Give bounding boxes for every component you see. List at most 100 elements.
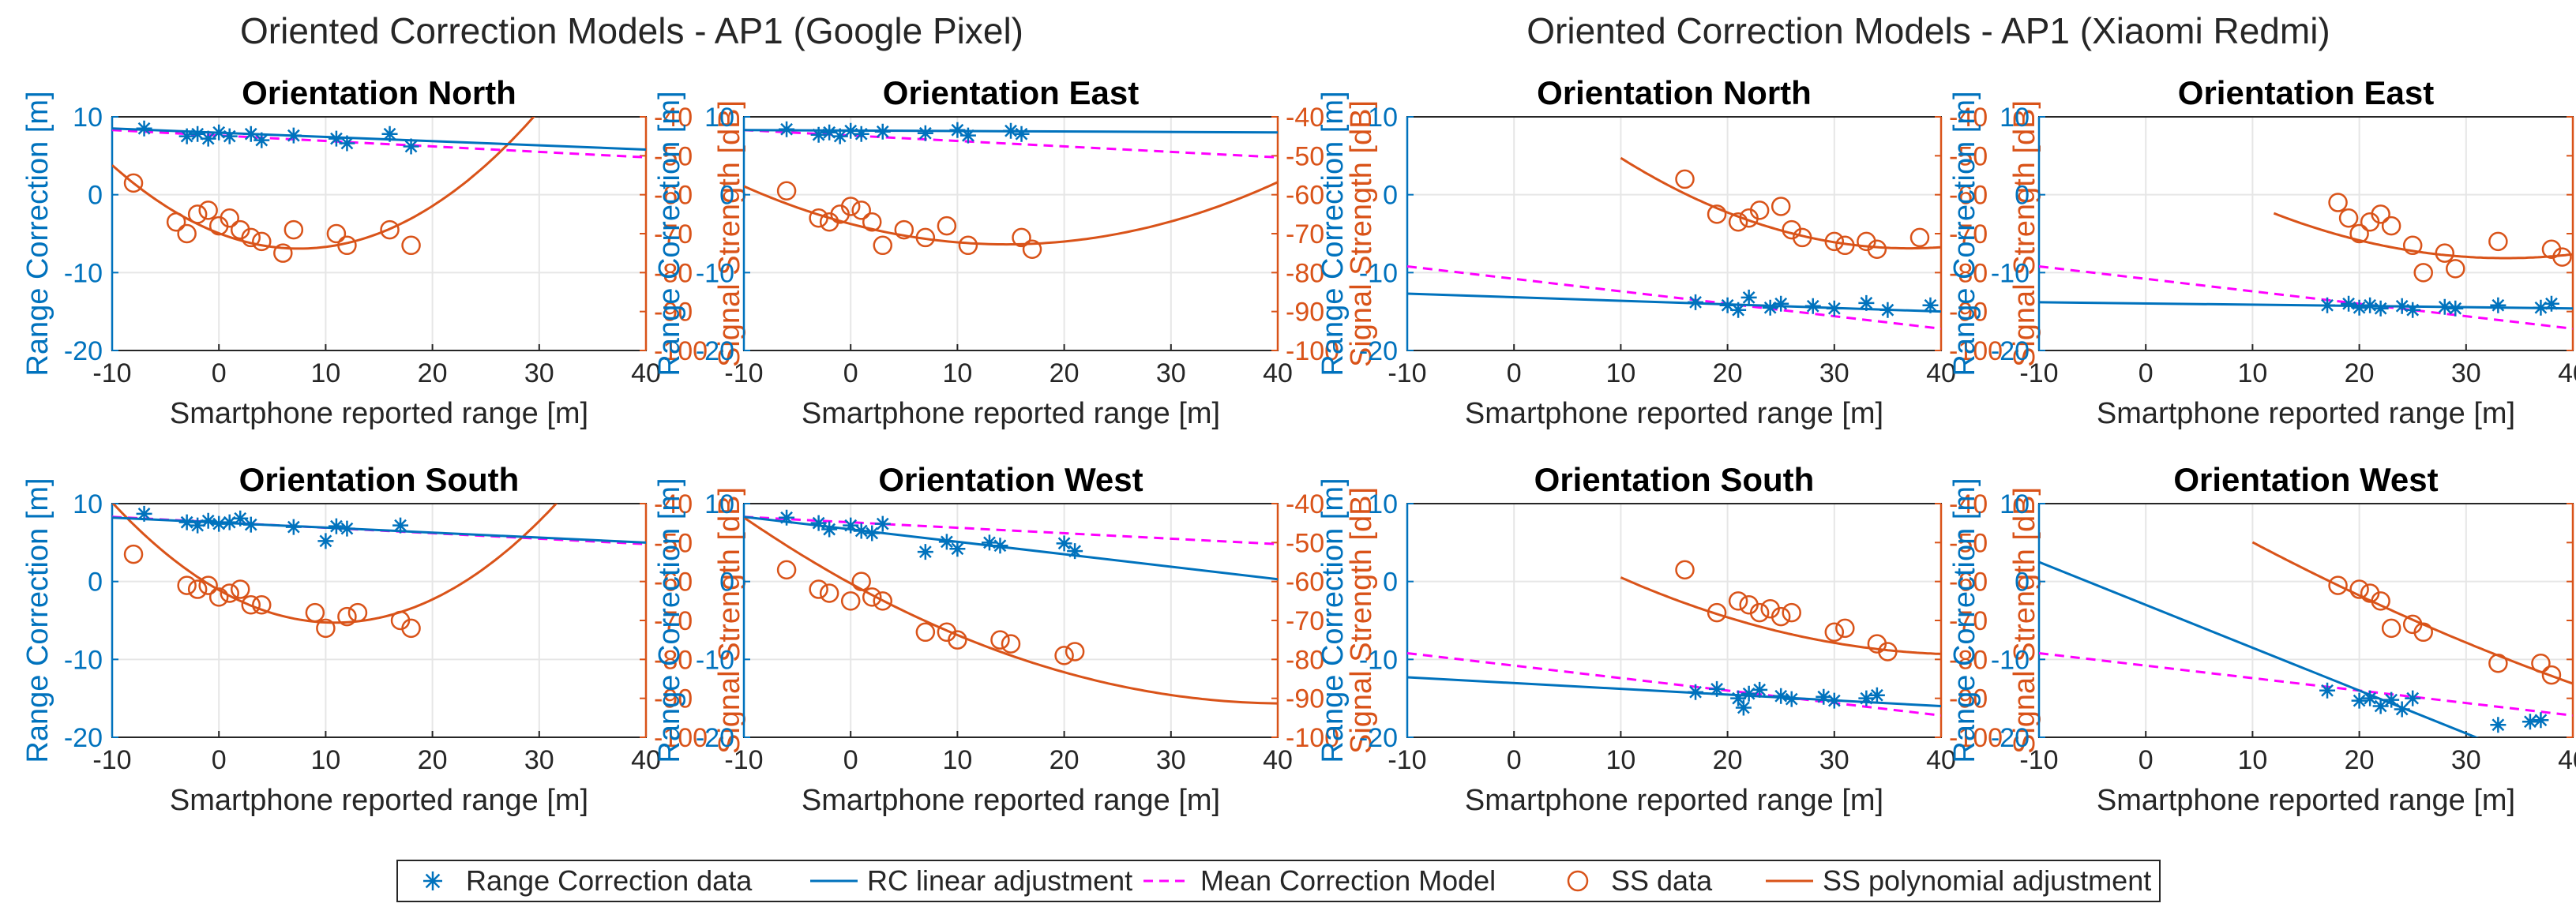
y-right-tick-label: -60 xyxy=(1286,181,1324,211)
ss-data-point xyxy=(1782,602,1801,623)
ss-data-point xyxy=(809,208,828,228)
x-tick-label: 30 xyxy=(524,358,554,388)
ss-data-point xyxy=(401,235,421,256)
panel-title: Orientation East xyxy=(2178,74,2434,111)
y-right-tick-label: -40 xyxy=(1286,489,1324,519)
rc-data-point xyxy=(2543,295,2559,312)
ss-data-point xyxy=(252,595,272,615)
rc-data-point xyxy=(779,121,795,137)
y-right-tick-label: -100 xyxy=(1286,336,1339,366)
legend-marker-circle xyxy=(1567,870,1589,892)
rc-data-point xyxy=(1804,298,1821,314)
ss-data-point xyxy=(241,595,261,615)
y-right-tick-label: -100 xyxy=(654,336,708,366)
ss-data-point xyxy=(230,579,250,599)
ss-data-point xyxy=(2381,216,2401,236)
legend-item: RC linear adjustment xyxy=(810,864,1132,897)
y-left-tick-label: -20 xyxy=(1991,336,2030,366)
y-left-axis-label: Range Correction [m] xyxy=(1948,91,1981,376)
rc-data-point xyxy=(959,127,976,144)
rc-data-point xyxy=(981,534,997,551)
ss-polynomial-adjustment xyxy=(744,516,1278,705)
y-right-tick-label: -50 xyxy=(1286,528,1324,558)
rc-data-point xyxy=(1879,302,1896,318)
rc-data-point xyxy=(2319,682,2336,699)
figure-title-left: Oriented Correction Models - AP1 (Google… xyxy=(240,10,1023,51)
y-left-axis-label: Range Correction [m] xyxy=(1316,478,1350,763)
y-right-tick-label: -70 xyxy=(654,606,693,636)
rc-data-point xyxy=(221,514,238,530)
legend-label: RC linear adjustment xyxy=(867,864,1132,897)
ss-data-point xyxy=(862,212,882,232)
mean-correction-model xyxy=(744,515,1278,545)
rc-data-point xyxy=(1762,299,1778,316)
rc-data-point xyxy=(211,515,227,532)
plot-box xyxy=(743,503,1279,738)
plot-area xyxy=(1407,560,1941,717)
y-right-tick-label: -50 xyxy=(1949,528,1988,558)
ss-polynomial-adjustment xyxy=(2251,541,2573,685)
x-tick-label: 0 xyxy=(1507,745,1522,775)
y-left-axis-label: Range Correction [m] xyxy=(21,478,54,763)
rc-data-point xyxy=(949,541,966,557)
rc-data-point xyxy=(2405,690,2421,706)
x-tick-label: 40 xyxy=(1926,358,1956,388)
y-right-tick-label: -80 xyxy=(654,645,693,675)
ss-data-point xyxy=(1835,235,1855,256)
rc-linear-adjustment xyxy=(1407,292,1941,313)
ss-data-point xyxy=(873,591,893,611)
x-tick-label: 20 xyxy=(2345,745,2375,775)
ss-data-point xyxy=(1675,169,1695,189)
ss-data-point xyxy=(2541,665,2562,685)
x-axis-label: Smartphone reported range [m] xyxy=(2097,397,2515,430)
rc-data-point xyxy=(2394,298,2410,314)
legend-item: Range Correction data xyxy=(423,864,753,897)
y-left-tick-label: 10 xyxy=(704,103,734,133)
x-tick-label: 20 xyxy=(1713,745,1743,775)
rc-data-point xyxy=(1740,289,1757,305)
ss-data-point xyxy=(208,587,229,607)
rc-data-point xyxy=(1730,690,1747,706)
ss-data-point xyxy=(326,223,347,244)
rc-data-point xyxy=(2351,299,2368,316)
y-left-tick-label: 0 xyxy=(88,568,103,598)
rc-data-point xyxy=(381,126,398,142)
panel-title: Orientation North xyxy=(242,74,516,111)
x-axis-label: Smartphone reported range [m] xyxy=(170,784,588,817)
ss-data-point xyxy=(2552,247,2572,267)
rc-data-point xyxy=(2351,692,2368,709)
ss-data-point xyxy=(198,575,218,595)
rc-data-point xyxy=(1730,302,1747,318)
rc-data-point xyxy=(339,520,355,537)
x-tick-label: 10 xyxy=(2237,745,2267,775)
ss-data-point xyxy=(2413,622,2433,643)
x-axis-label: Smartphone reported range [m] xyxy=(802,784,1220,817)
ss-data-point xyxy=(1824,622,1845,643)
x-tick-label: -10 xyxy=(1388,358,1426,388)
y-right-axis-label: Signal Strength [dB] xyxy=(713,487,746,754)
ss-data-point xyxy=(273,243,293,263)
rc-data-point xyxy=(938,534,955,550)
rc-data-point xyxy=(2533,299,2549,316)
rc-data-point xyxy=(1735,699,1752,716)
ss-data-point xyxy=(2488,231,2508,252)
ss-data-point xyxy=(123,544,144,564)
y-left-tick-label: 10 xyxy=(704,489,734,519)
panel-title: Orientation South xyxy=(1534,461,1815,498)
rc-data-point xyxy=(821,124,838,141)
y-left-tick-label: -10 xyxy=(1991,645,2030,675)
ss-data-point xyxy=(2338,208,2359,228)
chart-panel: Orientation North-10 0 10 20 30 40100-10-20-4… xyxy=(21,74,746,430)
y-left-tick-label: -10 xyxy=(64,258,103,288)
ss-data-point xyxy=(2371,204,2390,224)
ss-data-point xyxy=(851,572,871,591)
rc-data-point xyxy=(917,544,933,560)
rc-data-point xyxy=(1013,126,1030,142)
ss-data-point xyxy=(1749,602,1770,623)
y-right-tick-label: -80 xyxy=(1949,645,1988,675)
ss-data-point xyxy=(2531,654,2551,673)
ss-data-point xyxy=(198,201,218,220)
rc-data-point xyxy=(1773,295,1789,312)
y-right-tick-label: -90 xyxy=(654,684,693,714)
